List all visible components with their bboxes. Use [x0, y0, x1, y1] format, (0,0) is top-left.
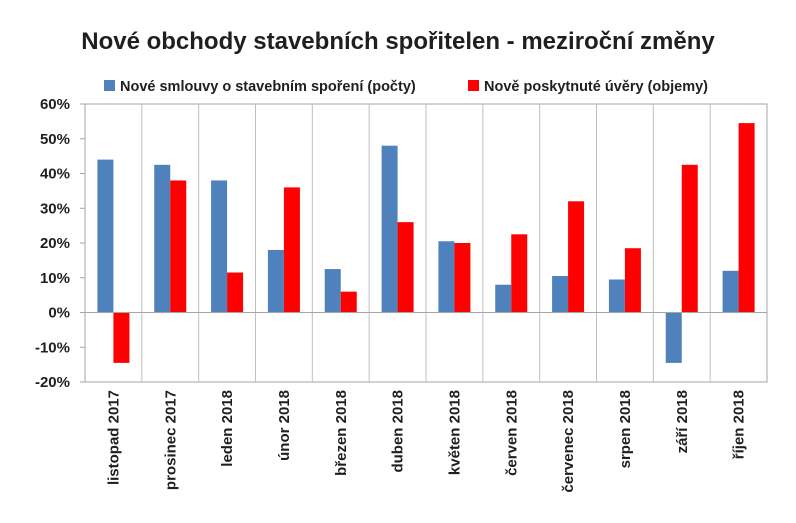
bar-series-1 — [154, 164, 171, 313]
bar-series-2 — [397, 222, 414, 313]
bar-series-2 — [170, 180, 187, 313]
x-category-label: březen 2018 — [333, 390, 350, 476]
y-tick-label: 30% — [40, 200, 70, 217]
y-tick-label: 40% — [40, 166, 70, 183]
x-category-label: leden 2018 — [219, 390, 236, 467]
legend-label-series-2: Nově poskytnuté úvěry (objemy) — [484, 79, 708, 95]
x-category-label: červen 2018 — [503, 390, 520, 476]
bar-series-1 — [665, 312, 682, 363]
bar-series-1 — [97, 159, 114, 313]
x-category-label: květen 2018 — [446, 390, 463, 475]
legend-label-series-1: Nové smlouvy o stavebním spoření (počty) — [120, 79, 416, 95]
bar-series-1 — [381, 145, 398, 313]
bar-series-1 — [722, 270, 739, 313]
x-category-label: prosinec 2017 — [162, 390, 179, 490]
bar-series-2 — [624, 248, 641, 313]
x-category-label: duben 2018 — [390, 390, 407, 473]
y-tick-label: 0% — [48, 305, 70, 322]
bar-series-1 — [552, 276, 569, 313]
bar-series-1 — [495, 284, 512, 313]
legend-swatch-series-1 — [104, 80, 115, 91]
x-category-label: listopad 2017 — [105, 390, 122, 485]
bar-series-1 — [211, 180, 228, 313]
bar-series-2 — [454, 243, 471, 313]
x-category-label: říjen 2018 — [731, 390, 748, 459]
bar-series-1 — [267, 249, 284, 313]
y-tick-label: -20% — [35, 374, 70, 391]
bar-series-2 — [227, 272, 244, 313]
bar-series-2 — [113, 312, 130, 363]
bar-series-2 — [340, 291, 357, 313]
y-tick-label: 60% — [40, 96, 70, 113]
x-category-label: únor 2018 — [276, 390, 293, 461]
y-tick-label: 20% — [40, 235, 70, 252]
legend: Nové smlouvy o stavebním spoření (počty)… — [104, 79, 708, 95]
bar-series-1 — [324, 269, 341, 313]
bar-series-1 — [438, 241, 455, 313]
bar-series-2 — [511, 234, 528, 313]
bar-series-2 — [568, 201, 585, 313]
bar-series-2 — [738, 123, 755, 313]
y-tick-label: 10% — [40, 270, 70, 287]
x-category-label: červenec 2018 — [560, 390, 577, 493]
x-category-label: srpen 2018 — [617, 390, 634, 468]
bar-series-2 — [681, 164, 698, 313]
y-tick-label: -10% — [35, 339, 70, 356]
bar-series-1 — [608, 279, 625, 313]
bar-series-2 — [283, 187, 300, 313]
x-category-label: září 2018 — [674, 390, 691, 453]
chart-title: Nové obchody stavebních spořitelen - mez… — [81, 28, 715, 55]
plot-area: -20% -10% 0% 10% 20% 30% 40% 50% 60% listopad 201… — [35, 96, 768, 493]
y-tick-label: 50% — [40, 131, 70, 148]
legend-swatch-series-2 — [468, 80, 479, 91]
